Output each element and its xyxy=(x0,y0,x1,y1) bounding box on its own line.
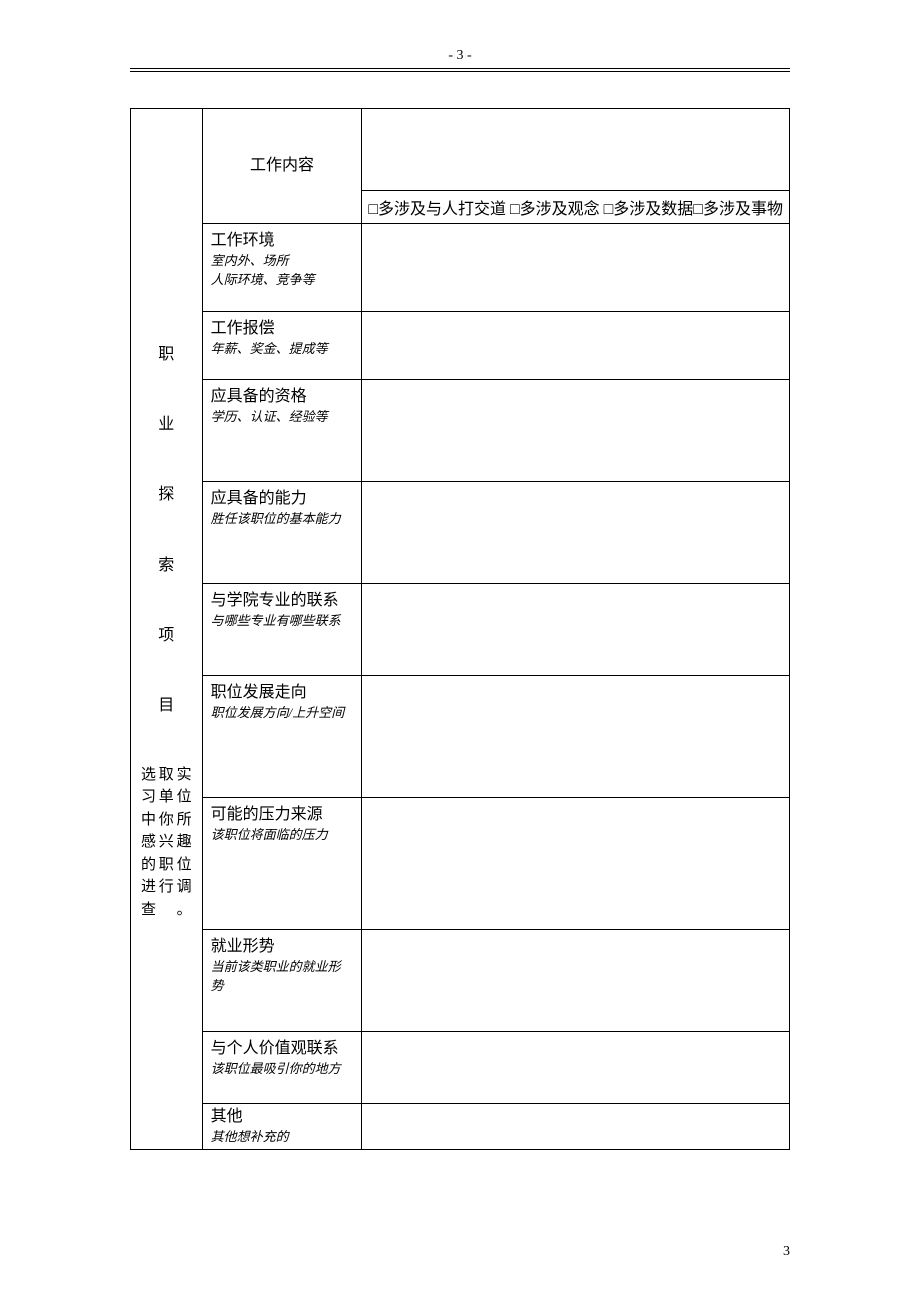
row-title: 工作环境 xyxy=(211,230,354,252)
row-label-cell: 应具备的能力 胜任该职位的基本能力 xyxy=(202,482,362,584)
row-content-cell xyxy=(362,312,790,380)
career-exploration-table: 职 业 探 索 项 目 选取实习单位中你所感兴趣的职位进行调查。 工作内容 □多… xyxy=(130,108,790,1150)
page-header: - 3 - xyxy=(130,48,790,64)
row-label-cell: 与学院专业的联系 与哪些专业有哪些联系 xyxy=(202,584,362,676)
row-title: 职位发展走向 xyxy=(211,682,354,704)
row-label-cell: 可能的压力来源 该职位将面临的压力 xyxy=(202,798,362,930)
table-row: 与个人价值观联系 该职位最吸引你的地方 xyxy=(131,1032,790,1104)
row-subtitle: 年薪、奖金、提成等 xyxy=(211,340,354,358)
row-label-cell: 工作内容 xyxy=(202,109,362,224)
table-row: 应具备的资格 学历、认证、经验等 xyxy=(131,380,790,482)
header-rule xyxy=(130,68,790,72)
row-title: 工作报偿 xyxy=(211,318,354,340)
table-row: 应具备的能力 胜任该职位的基本能力 xyxy=(131,482,790,584)
row-content-cell xyxy=(362,1104,790,1150)
row-content-cell xyxy=(362,482,790,584)
row-subtitle: 胜任该职位的基本能力 xyxy=(211,510,354,528)
table-row: 职位发展走向 职位发展方向/上升空间 xyxy=(131,676,790,798)
row-subtitle: 职位发展方向/上升空间 xyxy=(211,704,354,722)
row-label-cell: 就业形势 当前该类职业的就业形势 xyxy=(202,930,362,1032)
table-row: 其他 其他想补充的 xyxy=(131,1104,790,1150)
row-title: 工作内容 xyxy=(211,155,354,177)
row-subtitle: 该职位最吸引你的地方 xyxy=(211,1060,354,1078)
row-label-cell: 工作报偿 年薪、奖金、提成等 xyxy=(202,312,362,380)
header-page-label: - 3 - xyxy=(448,48,471,63)
row-title: 可能的压力来源 xyxy=(211,804,354,826)
row-content-cell xyxy=(362,930,790,1032)
row-label-cell: 其他 其他想补充的 xyxy=(202,1104,362,1150)
row-title: 与个人价值观联系 xyxy=(211,1038,354,1060)
table-row: 与学院专业的联系 与哪些专业有哪些联系 xyxy=(131,584,790,676)
row-label-cell: 职位发展走向 职位发展方向/上升空间 xyxy=(202,676,362,798)
row-subtitle: 室内外、场所 人际环境、竞争等 xyxy=(211,252,354,288)
row-title: 与学院专业的联系 xyxy=(211,590,354,612)
row-title: 就业形势 xyxy=(211,936,354,958)
row-subtitle: 其他想补充的 xyxy=(211,1128,354,1146)
row-title: 应具备的能力 xyxy=(211,488,354,510)
row-title: 其他 xyxy=(211,1106,354,1128)
row-subtitle: 学历、认证、经验等 xyxy=(211,408,354,426)
row-content-cell xyxy=(362,584,790,676)
row-subtitle: 与哪些专业有哪些联系 xyxy=(211,612,354,630)
checkbox-options: □多涉及与人打交道 □多涉及观念 □多涉及数据□多涉及事物 xyxy=(368,201,783,218)
row-content-cell xyxy=(362,380,790,482)
section-title-cell: 职 业 探 索 项 目 选取实习单位中你所感兴趣的职位进行调查。 xyxy=(131,109,203,1150)
row-label-cell: 与个人价值观联系 该职位最吸引你的地方 xyxy=(202,1032,362,1104)
row-subtitle: 该职位将面临的压力 xyxy=(211,826,354,844)
row-subtitle: 当前该类职业的就业形势 xyxy=(211,958,354,994)
row-label-cell: 工作环境 室内外、场所 人际环境、竞争等 xyxy=(202,224,362,312)
footer-page-number: 3 xyxy=(783,1244,790,1259)
row-title: 应具备的资格 xyxy=(211,386,354,408)
table-row: 职 业 探 索 项 目 选取实习单位中你所感兴趣的职位进行调查。 工作内容 xyxy=(131,109,790,191)
row-content-cell xyxy=(362,1032,790,1104)
page-footer: 3 xyxy=(783,1244,790,1260)
table-row: 可能的压力来源 该职位将面临的压力 xyxy=(131,798,790,930)
checkbox-cell: □多涉及与人打交道 □多涉及观念 □多涉及数据□多涉及事物 xyxy=(362,191,790,224)
row-content-cell xyxy=(362,109,790,191)
row-content-cell xyxy=(362,224,790,312)
row-content-cell xyxy=(362,676,790,798)
section-title: 职 业 探 索 项 目 xyxy=(139,337,194,724)
section-subtitle: 选取实习单位中你所感兴趣的职位进行调查。 xyxy=(139,764,194,922)
table-row: 就业形势 当前该类职业的就业形势 xyxy=(131,930,790,1032)
row-content-cell xyxy=(362,798,790,930)
table-row: 工作报偿 年薪、奖金、提成等 xyxy=(131,312,790,380)
table-row: 工作环境 室内外、场所 人际环境、竞争等 xyxy=(131,224,790,312)
row-label-cell: 应具备的资格 学历、认证、经验等 xyxy=(202,380,362,482)
